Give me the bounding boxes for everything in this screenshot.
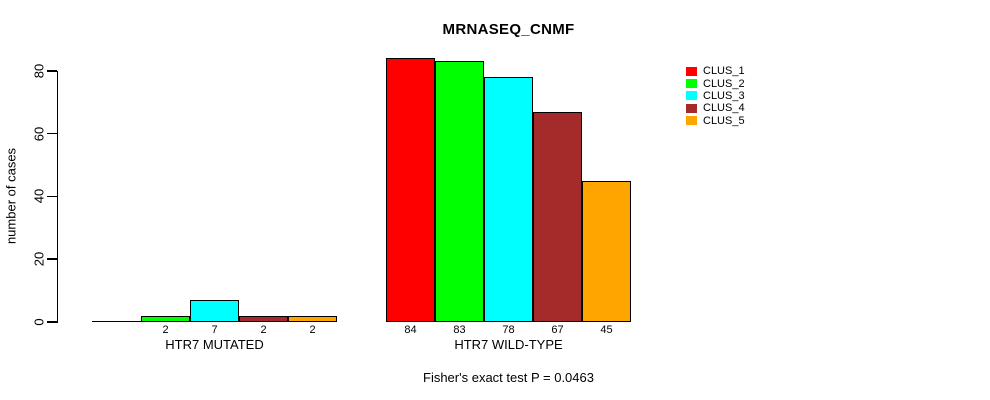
bar-value-label: 67 bbox=[551, 324, 564, 336]
chart-title: MRNASEQ_CNMF bbox=[442, 21, 575, 38]
legend-item-clus_1: CLUS_1 bbox=[686, 65, 745, 77]
y-axis-tick bbox=[46, 258, 57, 260]
y-tick-label: 20 bbox=[31, 251, 47, 267]
bar-clus_3 bbox=[484, 77, 533, 322]
legend-item-clus_3: CLUS_3 bbox=[686, 90, 745, 102]
legend-label: CLUS_5 bbox=[703, 114, 745, 127]
x-axis-group-label: HTR7 MUTATED bbox=[165, 337, 264, 352]
x-axis-group-label: HTR7 WILD-TYPE bbox=[454, 337, 563, 352]
legend-label: CLUS_1 bbox=[703, 65, 745, 78]
bar-clus_4 bbox=[239, 315, 288, 322]
bar-value-label: 45 bbox=[600, 324, 613, 336]
y-tick-label: 0 bbox=[31, 318, 47, 326]
bar-clus_1 bbox=[386, 58, 435, 322]
legend-item-clus_5: CLUS_5 bbox=[686, 115, 745, 127]
bar-value-label: 7 bbox=[211, 324, 218, 336]
legend-label: CLUS_3 bbox=[703, 89, 745, 102]
bar-clus_3 bbox=[190, 300, 239, 322]
y-axis-tick bbox=[46, 321, 57, 323]
y-axis-tick bbox=[46, 132, 57, 135]
legend-label: CLUS_2 bbox=[703, 77, 745, 90]
bar-clus_5 bbox=[582, 180, 631, 322]
bar-clus_2 bbox=[141, 315, 190, 322]
bar-clus_4 bbox=[533, 111, 582, 322]
bar-value-label: 2 bbox=[309, 324, 316, 336]
legend-item-clus_2: CLUS_2 bbox=[686, 77, 745, 90]
y-axis-line bbox=[56, 70, 58, 324]
bar-clus_5 bbox=[288, 315, 337, 322]
legend-swatch-icon bbox=[686, 116, 697, 126]
legend-swatch-icon bbox=[686, 103, 697, 113]
y-axis-tick bbox=[46, 70, 57, 72]
legend-swatch-icon bbox=[686, 91, 697, 101]
legend: CLUS_1 CLUS_2 CLUS_3 CLUS_4 CLUS_5 bbox=[686, 65, 745, 127]
y-axis-tick bbox=[46, 195, 57, 198]
bar-value-label: 83 bbox=[453, 324, 466, 336]
y-tick-label: 80 bbox=[31, 63, 47, 79]
bar-value-label: 2 bbox=[260, 324, 267, 336]
bar-value-label: 84 bbox=[404, 324, 417, 336]
y-tick-label: 60 bbox=[31, 126, 47, 141]
bar-clus_2 bbox=[435, 61, 484, 322]
legend-label: CLUS_4 bbox=[703, 102, 745, 115]
legend-swatch-icon bbox=[686, 79, 697, 89]
bar-value-label: 78 bbox=[502, 324, 515, 336]
y-axis-label: number of cases bbox=[3, 147, 19, 245]
legend-item-clus_4: CLUS_4 bbox=[686, 102, 745, 114]
legend-swatch-icon bbox=[686, 66, 697, 76]
footnote: Fisher's exact test P = 0.0463 bbox=[423, 370, 594, 385]
bar-clus_1-zero bbox=[92, 320, 141, 322]
bar-value-label: 2 bbox=[162, 324, 169, 336]
y-tick-label: 40 bbox=[31, 189, 47, 204]
